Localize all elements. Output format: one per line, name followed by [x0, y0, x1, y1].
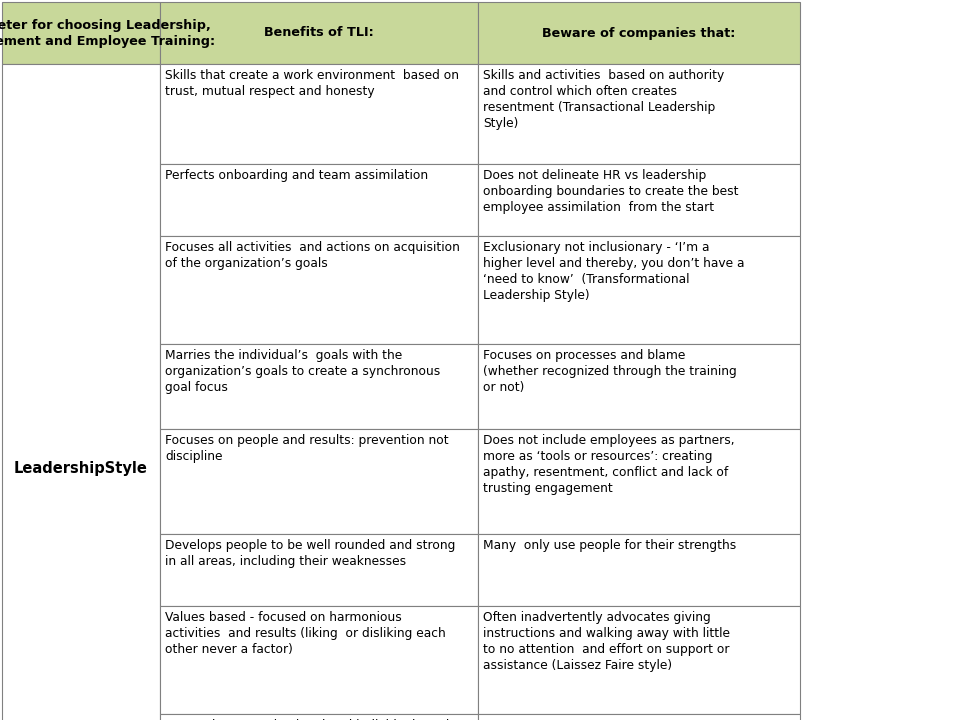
Text: Does not include employees as partners,
more as ‘tools or resources’: creating
a: Does not include employees as partners, … [483, 434, 734, 495]
Bar [160, 236, 478, 344]
Bar [160, 534, 478, 606]
Bar [160, 606, 478, 714]
Text: LeadershipStyle: LeadershipStyle [14, 461, 148, 475]
Text: Many  only use people for their strengths: Many only use people for their strengths [483, 539, 736, 552]
Bar [160, 64, 478, 164]
Text: Exclusionary not inclusionary - ‘I’m a
higher level and thereby, you don’t have : Exclusionary not inclusionary - ‘I’m a h… [483, 241, 745, 302]
Bar [160, 344, 478, 429]
Bar [478, 236, 800, 344]
Bar [478, 344, 800, 429]
Bar [478, 429, 800, 534]
Text: Skills that create a work environment  based on
trust, mutual respect and honest: Skills that create a work environment ba… [165, 69, 459, 98]
Text: Beware of companies that:: Beware of companies that: [542, 27, 735, 40]
Text: Perfects onboarding and team assimilation: Perfects onboarding and team assimilatio… [165, 169, 428, 182]
Bar [2, 64, 160, 720]
Text: Develops people to be well rounded and strong
in all areas, including their weak: Develops people to be well rounded and s… [165, 539, 455, 568]
Bar [160, 714, 478, 720]
Text: Marries the individual’s  goals with the
organization’s goals to create a synchr: Marries the individual’s goals with the … [165, 349, 441, 394]
Bar [478, 606, 800, 714]
Bar [478, 2, 800, 64]
Text: Often inadvertently advocates giving
instructions and walking away with little
t: Often inadvertently advocates giving ins… [483, 611, 730, 672]
Bar [478, 714, 800, 720]
Text: Skills and activities  based on authority
and control which often creates
resent: Skills and activities based on authority… [483, 69, 724, 130]
Text: Focuses all activities  and actions on acquisition
of the organization’s goals: Focuses all activities and actions on ac… [165, 241, 460, 270]
Bar [478, 64, 800, 164]
Bar [2, 2, 160, 64]
Text: Focuses on people and results: prevention not
discipline: Focuses on people and results: preventio… [165, 434, 448, 463]
Text: Parameter for choosing Leadership,
Management and Employee Training:: Parameter for choosing Leadership, Manag… [0, 19, 215, 48]
Bar [160, 429, 478, 534]
Text: Focused on organizational and individual  goal
achievements:   collective group : Focused on organizational and individual… [165, 719, 449, 720]
Bar [160, 164, 478, 236]
Bar [478, 164, 800, 236]
Text: Benefits of TLI:: Benefits of TLI: [264, 27, 373, 40]
Bar [478, 534, 800, 606]
Text: Does not delineate HR vs leadership
onboarding boundaries to create the best
emp: Does not delineate HR vs leadership onbo… [483, 169, 738, 214]
Text: Values based - focused on harmonious
activities  and results (liking  or disliki: Values based - focused on harmonious act… [165, 611, 445, 656]
Text: Focuses on processes and blame
(whether recognized through the training
or not): Focuses on processes and blame (whether … [483, 349, 736, 394]
Bar [160, 2, 478, 64]
